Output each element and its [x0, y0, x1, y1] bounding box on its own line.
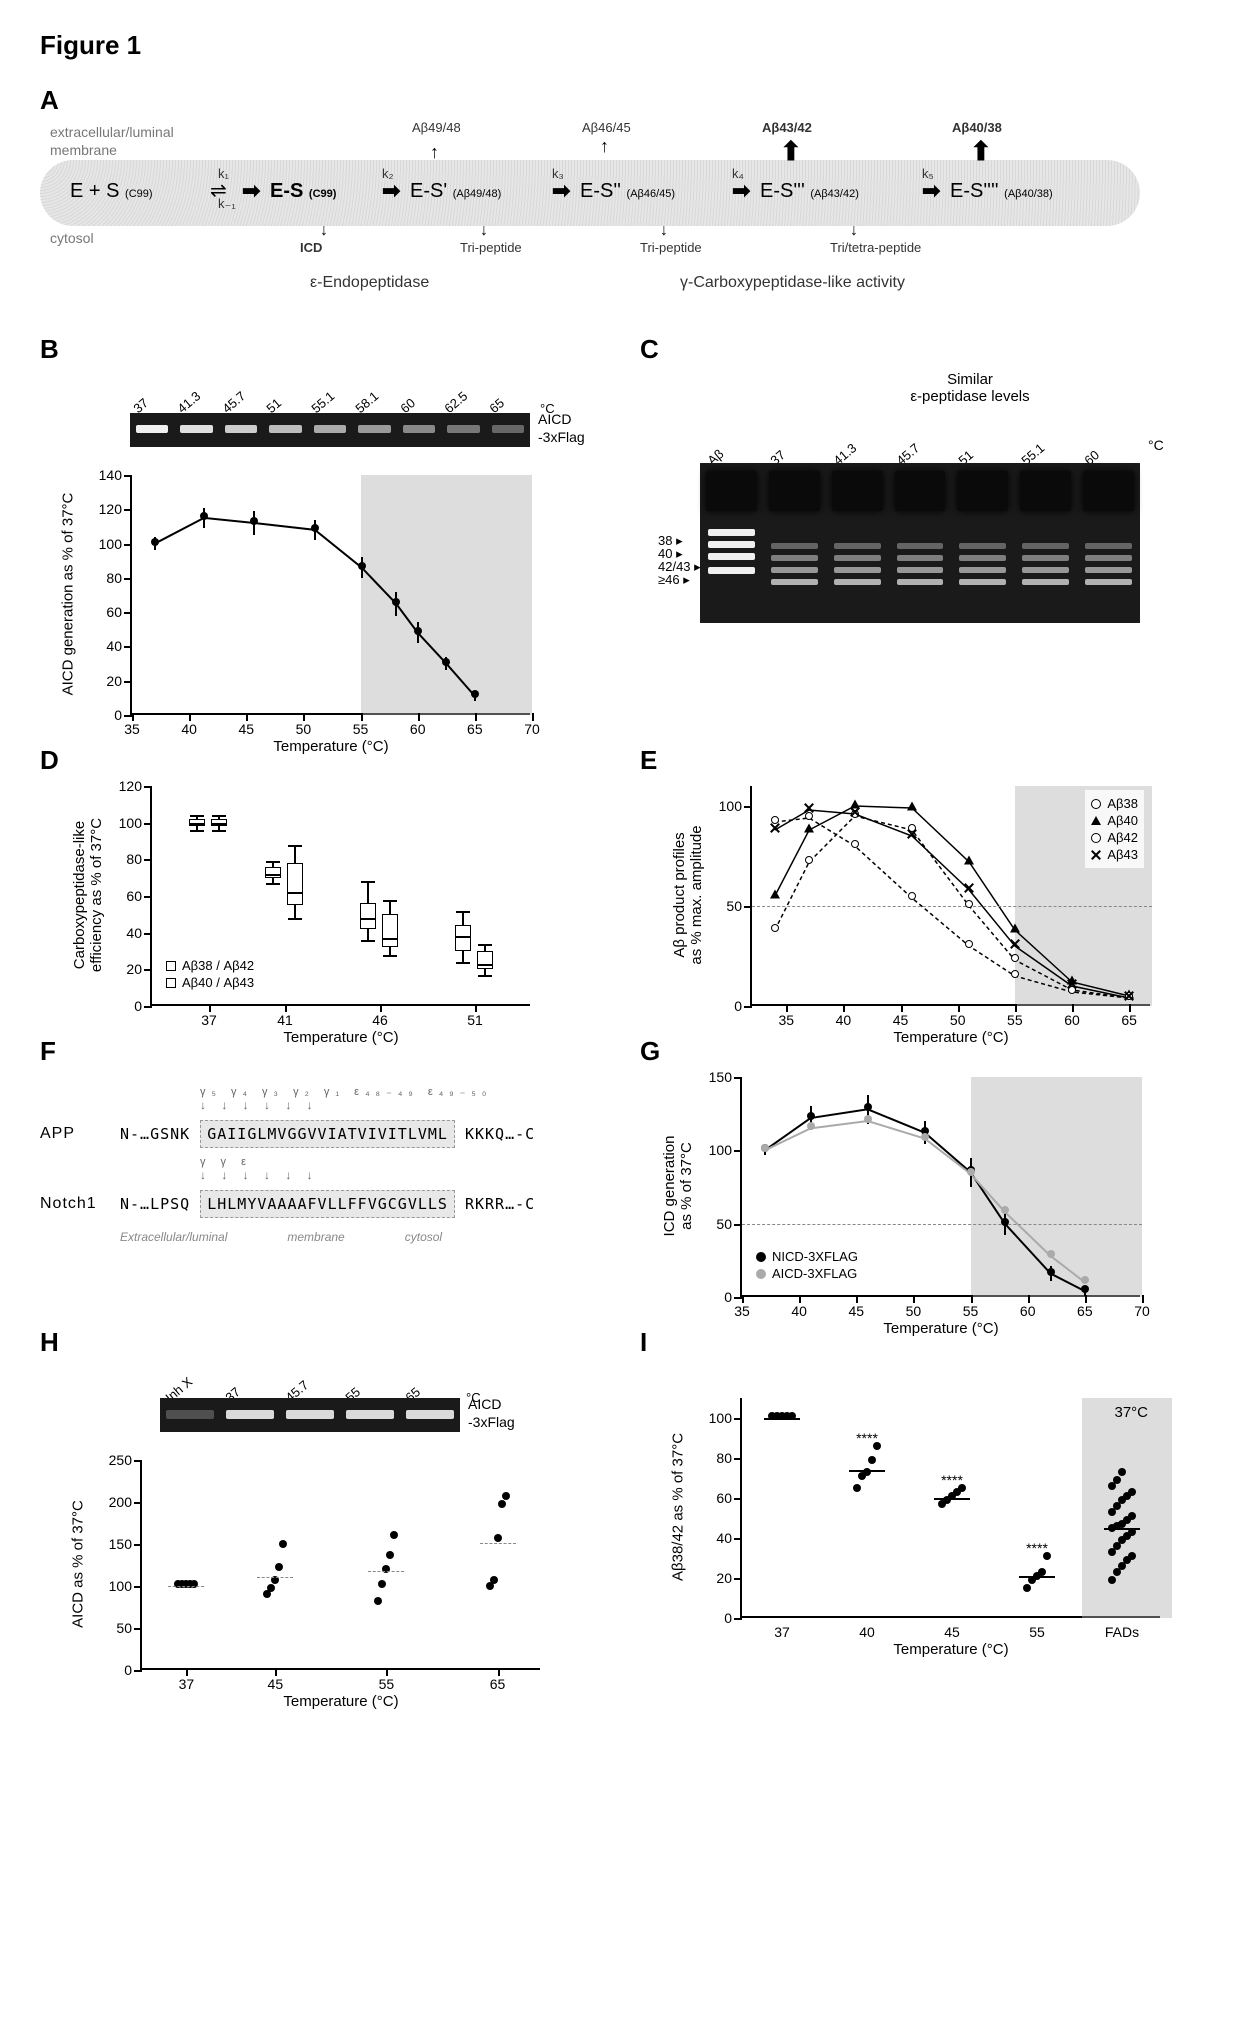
reaction-state-2: E-S' (Aβ49/48) [410, 180, 501, 203]
panel-a-label: A [40, 85, 59, 115]
cut-sites-0: γ₅ γ₄ γ₃ γ₂ γ₁ ε₄₈₋₄₉ ε₄₉₋₅₀ [200, 1085, 600, 1098]
reaction-state-1: E-S (C99) [270, 180, 336, 203]
reaction-state-3: E-S'' (Aβ46/45) [580, 180, 675, 203]
legend-g-1: AICD-3XFLAG [772, 1266, 857, 1281]
top-product-0: Aβ49/48 [412, 120, 461, 135]
gel-h-row-aicd: AICD [468, 1396, 501, 1412]
gel-b-temp-5: 58.1 [353, 388, 382, 416]
chart-carboxypeptidase: Aβ38 / Aβ42 Aβ40 / Aβ43 0204060801001203… [150, 786, 530, 1006]
gel-abeta-profile [700, 463, 1140, 623]
panel-c-label: C [640, 334, 1180, 365]
k-label-5: k₅ [922, 166, 934, 181]
chart-aicd-temp: 0204060801001201403540455055606570Temper… [130, 475, 530, 715]
label-extracellular: extracellular/luminal [50, 124, 174, 140]
gel-row-flag: -3xFlag [538, 429, 585, 445]
panel-b-label: B [40, 334, 600, 365]
legend-g-0: NICD-3XFLAG [772, 1249, 858, 1264]
region-membrane: membrane [287, 1230, 344, 1244]
top-product-1: Aβ46/45 [582, 120, 631, 135]
panel-h-label: H [40, 1327, 600, 1358]
reaction-arrow-5: ➡ [922, 178, 940, 204]
reaction-state-5: E-S'''' (Aβ40/38) [950, 180, 1053, 203]
bottom-product-1: Tri-peptide [460, 240, 522, 255]
panel-c: C Similar ε-peptidase levels Aβ3741.345.… [640, 334, 1180, 633]
legend-d: Aβ38 / Aβ42 Aβ40 / Aβ43 [160, 952, 260, 996]
k-label-3: k₃ [552, 166, 564, 181]
bottom-product-3: Tri/tetra-peptide [830, 240, 921, 255]
legend-g: NICD-3XFLAG AICD-3XFLAG [750, 1243, 864, 1287]
gel-b-temp-4: 55.1 [308, 388, 337, 416]
sequence-row-notch1: Notch1N-…LPSQLHLMYVAAAAFVLLFFVGCGVLLSRKR… [40, 1190, 600, 1218]
panel-i: I 37°C 02040608010037404555FADsTemperatu… [640, 1327, 1200, 1618]
panel-a: A extracellular/luminal membrane cytosol… [40, 85, 1200, 294]
region-cytosol: cytosol [405, 1230, 442, 1244]
annot-37c: 37°C [1114, 1404, 1148, 1421]
gel-b-temp-1: 41.3 [175, 388, 204, 416]
sig-stars-55: **** [1026, 1540, 1048, 1556]
figure-title: Figure 1 [40, 30, 1200, 61]
carboxypeptidase-label: γ-Carboxypeptidase-like activity [680, 274, 905, 292]
panel-e-label: E [640, 745, 1200, 776]
k-label-4: k₄ [732, 166, 744, 181]
panel-b: B 3741.345.75155.158.16062.565°C AICD -3… [40, 334, 600, 715]
reaction-arrow-1: ➡ [242, 178, 260, 204]
legend-e-2: Aβ42 [1107, 830, 1138, 845]
panel-e: E Aβ38 Aβ40 Aβ42 Aβ43 050100354045505560… [640, 745, 1200, 1006]
label-cytosol: cytosol [50, 230, 94, 246]
k-label-2: k₂ [382, 166, 394, 181]
gel-aicd-chapso [160, 1398, 460, 1432]
gel-row-aicd: AICD [538, 411, 571, 427]
chart-abeta-profiles: Aβ38 Aβ40 Aβ42 Aβ43 05010035404550556065… [750, 786, 1150, 1006]
legend-e-0: Aβ38 [1107, 796, 1138, 811]
chart-icd-temp: NICD-3XFLAG AICD-3XFLAG 0501001503540455… [740, 1077, 1140, 1297]
reaction-state-0: E + S (C99) [70, 180, 153, 203]
sequence-row-app: APPN-…GSNKGAIIGLMVGGVVIATVIVITLVMLKKKQ…-… [40, 1120, 600, 1148]
gel-aicd [130, 413, 530, 447]
panel-g: G NICD-3XFLAG AICD-3XFLAG 05010015035404… [640, 1036, 1200, 1297]
cut-sites-1: γ γ ε [200, 1156, 600, 1168]
gel-b-temp-7: 62.5 [441, 388, 470, 416]
legend-d-0: Aβ38 / Aβ42 [182, 958, 254, 973]
endopeptidase-label: ε-Endopeptidase [310, 274, 429, 292]
top-product-2: Aβ43/42 [762, 120, 812, 135]
panel-h: H Inh X3745.75565°C AICD -3xFlag 0501001… [40, 1327, 600, 1670]
legend-e-3: Aβ43 [1107, 847, 1138, 862]
chart-aicd-scatter: 05010015020025037455565Temperature (°C)A… [140, 1460, 540, 1670]
legend-e: Aβ38 Aβ40 Aβ42 Aβ43 [1085, 790, 1144, 868]
bottom-product-0: ICD [300, 240, 322, 255]
panel-d: D Aβ38 / Aβ42 Aβ40 / Aβ43 02040608010012… [40, 745, 600, 1006]
legend-e-1: Aβ40 [1107, 813, 1138, 828]
chart-ab38-42-ratio: 37°C 02040608010037404555FADsTemperature… [740, 1398, 1160, 1618]
reaction-arrow-4: ➡ [732, 178, 750, 204]
reaction-arrow-3: ➡ [552, 178, 570, 204]
bottom-product-2: Tri-peptide [640, 240, 702, 255]
top-product-3: Aβ40/38 [952, 120, 1002, 135]
panel-f: F γ₅ γ₄ γ₃ γ₂ γ₁ ε₄₈₋₄₉ ε₄₉₋₅₀↓ ↓ ↓ ↓ ↓ … [40, 1036, 600, 1244]
gel-h-row-flag: -3xFlag [468, 1414, 515, 1430]
label-membrane: membrane [50, 142, 117, 158]
reaction-scheme: extracellular/luminal membrane cytosol E… [40, 124, 1140, 294]
reaction-state-4: E-S''' (Aβ43/42) [760, 180, 859, 203]
sig-stars-40: **** [856, 1430, 878, 1446]
gel-b-temp-2: 45.7 [219, 388, 248, 416]
sig-stars-45: **** [941, 1472, 963, 1488]
panel-c-title: Similar ε-peptidase levels [760, 371, 1180, 405]
legend-d-1: Aβ40 / Aβ43 [182, 975, 254, 990]
region-extracellular: Extracellular/luminal [120, 1230, 227, 1244]
gel-c-marker-3: ≥46 ▸ [658, 572, 690, 588]
reaction-arrow-2: ➡ [382, 178, 400, 204]
